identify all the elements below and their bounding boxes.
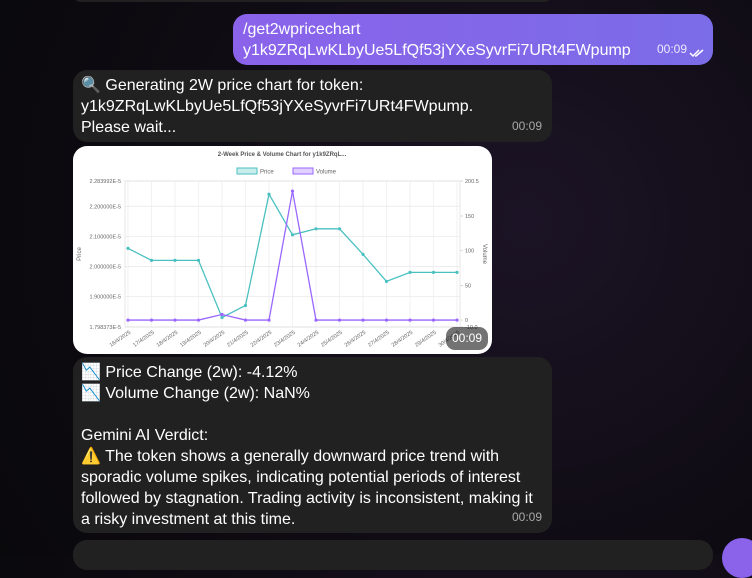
read-checkmarks <box>689 49 704 58</box>
x-tick-label: 26/4/2025 <box>344 330 367 349</box>
message-time: 00:09 <box>445 327 488 350</box>
data-point <box>314 227 318 231</box>
data-point <box>243 303 248 308</box>
data-point <box>384 318 389 322</box>
x-tick-label: 27/4/2025 <box>367 330 390 349</box>
data-point <box>337 318 342 322</box>
y2-tick-label: 150 <box>465 214 474 220</box>
previous-message <box>73 0 552 2</box>
data-point <box>220 312 224 317</box>
legend-label: Volume <box>316 170 337 176</box>
x-tick-label: 16/4/2025 <box>109 330 132 349</box>
message-line: 📉 Price Change (2w): -4.12% <box>81 364 298 381</box>
verdict-heading: Gemini AI Verdict: <box>81 427 209 444</box>
data-point <box>243 318 248 322</box>
data-point <box>290 189 295 193</box>
data-point <box>408 318 412 322</box>
legend-swatch <box>292 167 314 175</box>
x-tick-label: 20/4/2025 <box>203 330 226 349</box>
data-point <box>361 252 365 256</box>
data-point <box>455 270 459 274</box>
data-point <box>314 318 318 322</box>
y-tick-label: 1.900000E-5 <box>90 294 122 300</box>
data-point <box>384 279 389 284</box>
scroll-button[interactable] <box>722 538 752 578</box>
data-point <box>267 192 271 196</box>
message-time: 00:09 <box>511 119 542 133</box>
data-point <box>337 227 342 231</box>
x-tick-label: 24/4/2025 <box>297 330 320 349</box>
chart: 2-Week Price & Volume Chart for y1k9ZRqL… <box>77 152 487 349</box>
message-time: 00:09 <box>656 42 687 56</box>
data-point <box>267 318 271 322</box>
y-tick-label: 2.200000E-5 <box>90 204 122 210</box>
data-point <box>149 258 154 262</box>
y2-tick-label: 0 <box>465 318 468 324</box>
message-line: 📉 Volume Change (2w): NaN% <box>81 385 310 402</box>
y2-tick-label: 100 <box>465 249 474 255</box>
x-tick-label: 21/4/2025 <box>226 330 249 349</box>
x-tick-label: 19/4/2025 <box>179 330 202 349</box>
data-point <box>220 315 224 320</box>
data-point <box>361 318 365 322</box>
data-point <box>126 246 130 250</box>
message-text: 🔍 Generating 2W price chart for token: y… <box>81 77 474 136</box>
y-tick-label: 2.100000E-5 <box>90 234 122 240</box>
legend-swatch <box>236 167 258 175</box>
data-point <box>173 318 177 322</box>
y2-axis-label: Volume <box>481 244 487 265</box>
legend-label: Price <box>260 170 274 176</box>
data-point <box>196 258 201 262</box>
message-line: y1k9ZRqLwKLbyUe5LfQf53jYXeSyvrFi7URt4FWp… <box>243 42 631 59</box>
x-tick-label: 23/4/2025 <box>273 330 296 349</box>
x-tick-label: 28/4/2025 <box>391 330 414 349</box>
data-point <box>126 318 130 322</box>
data-point <box>149 318 154 322</box>
y2-tick-label: 50 <box>465 283 471 289</box>
data-point <box>196 318 201 322</box>
data-point <box>408 270 412 274</box>
next-message <box>73 540 713 570</box>
plot-frame <box>124 180 461 328</box>
outgoing-message: /get2wpricechart y1k9ZRqLwKLbyUe5LfQf53j… <box>233 14 713 65</box>
chart-image[interactable]: 2-Week Price & Volume Chart for y1k9ZRqL… <box>73 146 492 354</box>
x-tick-label: 29/4/2025 <box>414 330 437 349</box>
y-tick-label: 1.798373E-5 <box>90 325 122 331</box>
chart-title: 2-Week Price & Volume Chart for y1k9ZRqL… <box>218 152 347 158</box>
y2-tick-label: 200.5 <box>465 179 479 185</box>
data-point <box>455 318 459 322</box>
verdict-text: ⚠️ The token shows a generally downward … <box>81 448 533 528</box>
y-axis-label: Price <box>77 247 83 261</box>
y-tick-label: 2.283992E-5 <box>90 179 122 185</box>
incoming-message: 📉 Price Change (2w): -4.12% 📉 Volume Cha… <box>73 357 552 533</box>
incoming-message: 🔍 Generating 2W price chart for token: y… <box>73 70 552 142</box>
data-point <box>290 233 295 237</box>
data-point <box>431 270 436 274</box>
x-tick-label: 18/4/2025 <box>156 330 179 349</box>
data-point <box>173 258 177 262</box>
y-tick-label: 2.000000E-5 <box>90 264 122 270</box>
message-line: /get2wpricechart <box>243 21 361 38</box>
x-tick-label: 22/4/2025 <box>250 330 273 349</box>
x-tick-label: 25/4/2025 <box>320 330 343 349</box>
message-time: 00:09 <box>511 510 542 524</box>
x-tick-label: 17/4/2025 <box>132 330 155 349</box>
data-point <box>431 318 436 322</box>
